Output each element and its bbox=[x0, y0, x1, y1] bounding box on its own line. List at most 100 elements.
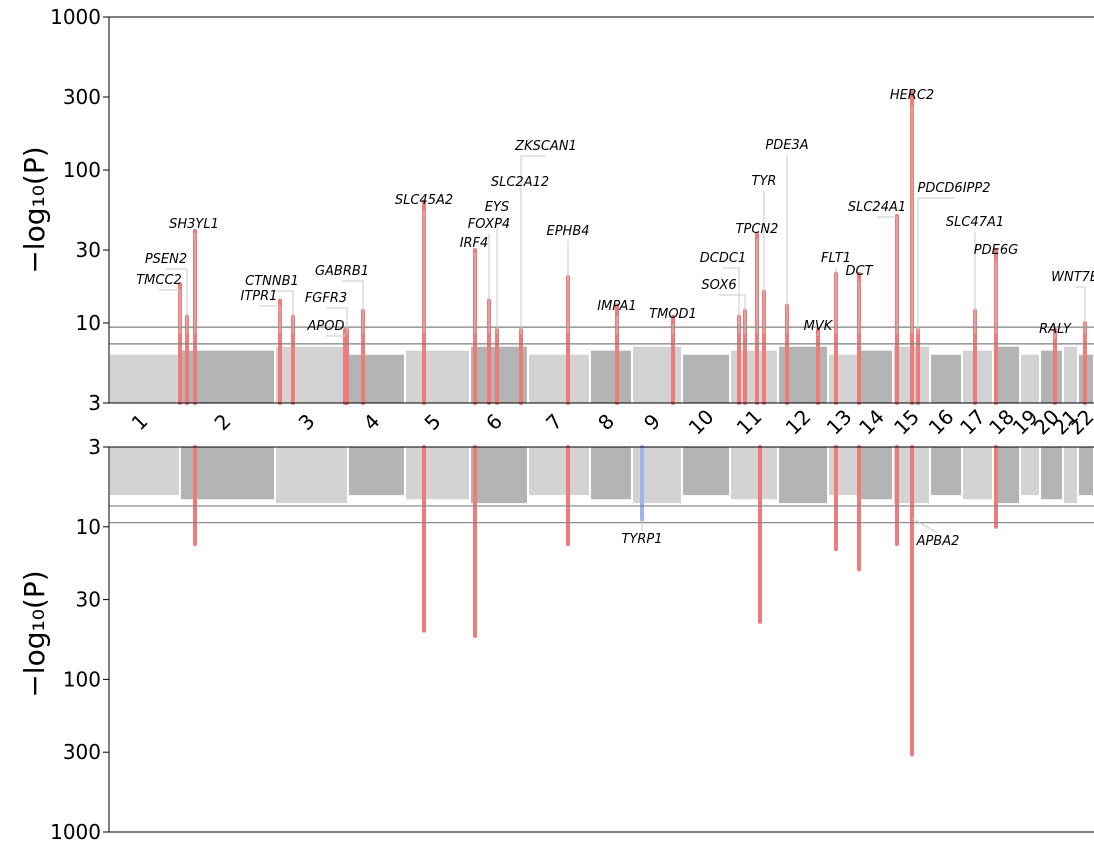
bottom-ytick-label-10: 10 bbox=[76, 515, 101, 539]
leader-IRF4 bbox=[474, 252, 476, 334]
chrom-band-bottom-8 bbox=[591, 447, 631, 500]
top-ytick-label-30: 30 bbox=[76, 238, 101, 262]
chrom-band-bottom-7 bbox=[529, 447, 589, 496]
chrom-band-bottom-16 bbox=[931, 447, 961, 496]
chrom-band-top-18 bbox=[994, 346, 1019, 403]
chrom-label-16: 16 bbox=[924, 405, 959, 440]
top-ytick-label-1000: 1000 bbox=[50, 5, 101, 29]
top-ytick-label-3: 3 bbox=[88, 391, 101, 415]
bottom-ytick-label-300: 300 bbox=[63, 740, 101, 764]
gene-label-SLC47A1: SLC47A1 bbox=[946, 215, 1004, 230]
gene-label-TYRP1: TYRP1 bbox=[621, 532, 662, 547]
chrom-band-bottom-17 bbox=[963, 447, 992, 500]
gene-label-APOD: APOD bbox=[307, 319, 345, 334]
chrom-band-bottom-18 bbox=[994, 447, 1019, 504]
chrom-band-bottom-12 bbox=[779, 447, 827, 504]
chrom-label-11: 11 bbox=[732, 405, 767, 440]
chrom-label-13: 13 bbox=[822, 405, 857, 440]
gene-label-GABRB1: GABRB1 bbox=[315, 264, 369, 279]
leader-FGFR3 bbox=[326, 307, 348, 334]
gene-label-RALY: RALY bbox=[1039, 322, 1072, 337]
chrom-band-top-3 bbox=[276, 346, 347, 403]
chrom-label-4: 4 bbox=[359, 409, 385, 435]
threshold-lines bbox=[109, 326, 1094, 524]
chrom-band-bottom-10 bbox=[683, 447, 729, 496]
chrom-band-top-14 bbox=[861, 350, 892, 403]
gene-label-TYR: TYR bbox=[752, 174, 777, 189]
chrom-band-bottom-3 bbox=[276, 447, 347, 504]
leader-PDCD6IPP2 bbox=[917, 197, 954, 334]
gene-label-SLC24A1: SLC24A1 bbox=[848, 200, 906, 215]
gene-label-ZKSCAN1: ZKSCAN1 bbox=[514, 139, 577, 154]
gene-label-SLC45A2: SLC45A2 bbox=[395, 193, 453, 208]
chrom-label-10: 10 bbox=[684, 405, 719, 440]
gene-label-MVK: MVK bbox=[804, 319, 834, 334]
chrom-band-top-13 bbox=[829, 354, 859, 403]
leader-CTNNB1 bbox=[272, 290, 294, 334]
leader-TMCC2 bbox=[159, 289, 181, 334]
leader-SLC24A1 bbox=[877, 216, 898, 334]
leader-ZKSCAN1 bbox=[520, 155, 546, 334]
gene-label-IRF4: IRF4 bbox=[460, 236, 489, 251]
top-ytick-label-100: 100 bbox=[63, 158, 101, 182]
chrom-band-top-21 bbox=[1064, 346, 1077, 403]
chromosome-bands bbox=[110, 346, 1093, 504]
chrom-band-bottom-19 bbox=[1021, 447, 1039, 496]
gene-label-SOX6: SOX6 bbox=[701, 278, 736, 293]
bottom-ytick-label-3: 3 bbox=[88, 435, 101, 459]
gene-label-EYS: EYS bbox=[485, 200, 509, 215]
chrom-label-6: 6 bbox=[481, 409, 507, 435]
chrom-label-2: 2 bbox=[210, 409, 236, 435]
label-leaders bbox=[159, 105, 1086, 534]
gene-label-SLC2A12: SLC2A12 bbox=[491, 175, 549, 190]
chrom-band-bottom-13 bbox=[829, 447, 859, 496]
gene-label-WNT7B: WNT7B bbox=[1051, 270, 1094, 285]
chrom-band-top-7 bbox=[529, 354, 589, 403]
chrom-band-bottom-1 bbox=[110, 447, 179, 496]
gene-label-HERC2: HERC2 bbox=[890, 88, 934, 103]
gene-label-SH3YL1: SH3YL1 bbox=[169, 217, 219, 232]
chrom-band-top-8 bbox=[591, 350, 631, 403]
chrom-label-9: 9 bbox=[639, 409, 665, 435]
bottom-ytick-label-30: 30 bbox=[76, 588, 101, 612]
axes: 3 10 30 100 300 1000 3 10 30 100 300 1000 −log₁₀(P) −… bbox=[18, 5, 1094, 843]
chrom-band-bottom-22 bbox=[1079, 447, 1093, 496]
gene-label-TPCN2: TPCN2 bbox=[736, 222, 779, 237]
chrom-band-top-4 bbox=[349, 354, 404, 403]
leader-APBA2 bbox=[911, 517, 939, 534]
gene-label-PSEN2: PSEN2 bbox=[145, 252, 187, 267]
chrom-label-5: 5 bbox=[420, 409, 446, 435]
chrom-band-top-5 bbox=[406, 350, 469, 403]
gene-label-PDCD6IPP2: PDCD6IPP2 bbox=[918, 181, 991, 196]
leader-SOX6 bbox=[719, 294, 746, 334]
gene-label-FOXP4: FOXP4 bbox=[468, 217, 510, 232]
gene-label-TMOD1: TMOD1 bbox=[649, 307, 697, 322]
leader-SH3YL1 bbox=[194, 233, 196, 334]
chrom-label-14: 14 bbox=[854, 405, 889, 440]
leader-ITPR1 bbox=[259, 305, 281, 334]
chrom-label-15: 15 bbox=[889, 405, 924, 440]
chrom-band-bottom-4 bbox=[349, 447, 404, 496]
gene-label-FGFR3: FGFR3 bbox=[305, 291, 347, 306]
chrom-band-top-20 bbox=[1041, 350, 1062, 403]
top-ytick-label-10: 10 bbox=[76, 311, 101, 335]
chrom-band-top-1 bbox=[110, 354, 179, 403]
bottom-ylabel: −log₁₀(P) bbox=[18, 570, 51, 697]
gene-label-FLT1: FLT1 bbox=[821, 251, 851, 266]
gene-label-PDE3A: PDE3A bbox=[765, 138, 808, 153]
chrom-label-7: 7 bbox=[541, 409, 567, 435]
chrom-label-1: 1 bbox=[127, 409, 153, 435]
gene-label-APBA2: APBA2 bbox=[916, 534, 960, 549]
leader-APOD bbox=[326, 333, 346, 337]
chrom-band-bottom-20 bbox=[1041, 447, 1062, 500]
chrom-band-top-10 bbox=[683, 354, 729, 403]
chrom-band-bottom-21 bbox=[1064, 447, 1077, 504]
bottom-ytick-label-1000: 1000 bbox=[50, 820, 101, 843]
gene-label-TMCC2: TMCC2 bbox=[136, 273, 182, 288]
gene-label-CTNNB1: CTNNB1 bbox=[245, 274, 299, 289]
leader-DCDC1 bbox=[723, 267, 740, 334]
gene-label-EPHB4: EPHB4 bbox=[546, 224, 589, 239]
top-ytick-label-300: 300 bbox=[63, 85, 101, 109]
